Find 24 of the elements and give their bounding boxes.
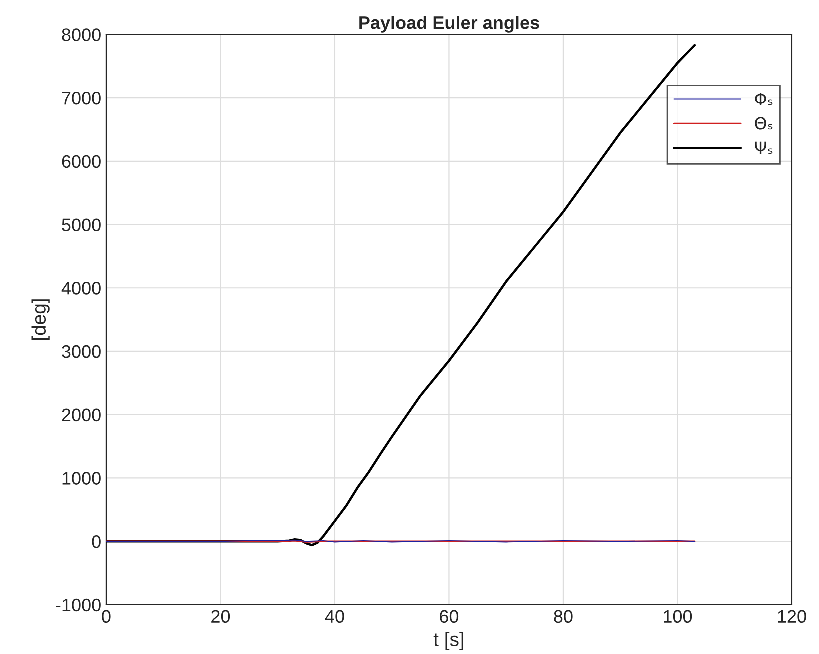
y-tick-label: 3000 (62, 345, 101, 358)
chart-title: Payload Euler angles (360, 16, 540, 33)
y-tick-label: 0 (92, 536, 101, 548)
y-tick-label: 5000 (62, 218, 101, 232)
y-tick-label: 4000 (62, 282, 101, 295)
x-tick-label: 80 (554, 610, 573, 624)
x-tick-label: 40 (325, 610, 344, 624)
x-axis-title: t [s] (434, 632, 464, 650)
x-tick-label: 60 (440, 610, 459, 624)
y-tick-label: 7000 (62, 92, 101, 105)
x-tick-label: 20 (212, 610, 230, 624)
y-tick-label: 2000 (62, 408, 101, 422)
legend-label: Θₛ (755, 117, 773, 130)
x-tick-label: 120 (778, 610, 806, 624)
x-tick-label: 0 (102, 610, 111, 624)
y-tick-label: 6000 (62, 155, 101, 168)
y-axis-title: [deg] (32, 300, 50, 340)
y-tick-label: 8000 (62, 28, 101, 42)
y-tick-label: -1000 (56, 598, 101, 612)
y-tick-label: 1000 (62, 472, 101, 485)
legend-label: Φₛ (755, 92, 773, 106)
x-tick-label: 100 (664, 610, 692, 624)
line-series (106, 44, 696, 547)
legend-label: Ψₛ (755, 142, 773, 154)
